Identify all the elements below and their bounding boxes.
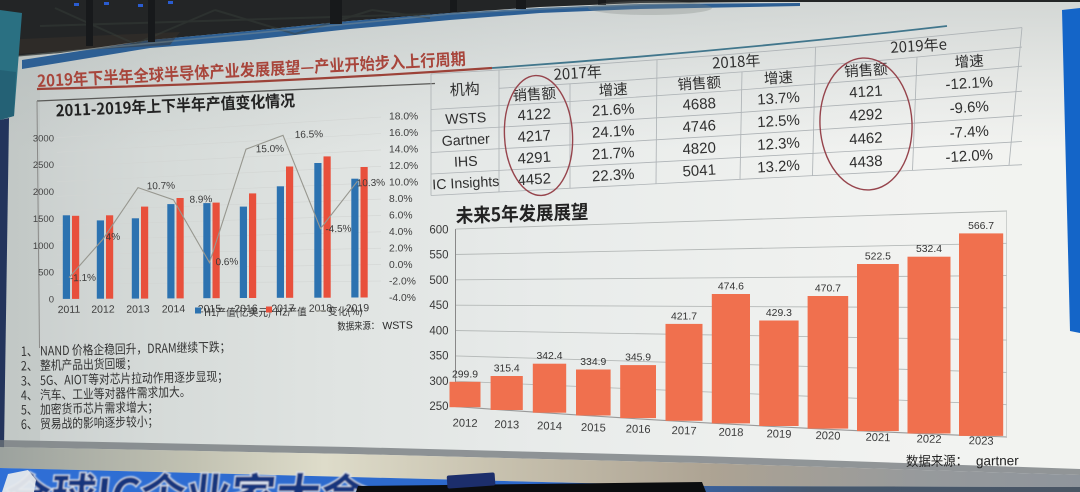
svg-text:WSTS: WSTS — [445, 110, 487, 128]
svg-text:4292: 4292 — [849, 106, 883, 125]
svg-text:2018: 2018 — [718, 427, 743, 440]
svg-text:-2.0%: -2.0% — [389, 277, 416, 288]
svg-text:2023: 2023 — [969, 435, 994, 448]
svg-text:gartner: gartner — [976, 453, 1019, 468]
svg-text:470.7: 470.7 — [815, 284, 841, 295]
svg-text:8.0%: 8.0% — [389, 194, 412, 205]
svg-text:6.0%: 6.0% — [389, 211, 412, 222]
svg-text:-7.4%: -7.4% — [949, 123, 989, 142]
svg-text:22.3%: 22.3% — [591, 166, 635, 186]
svg-text:450: 450 — [429, 300, 448, 312]
svg-text:2019: 2019 — [346, 302, 370, 314]
svg-text:4746: 4746 — [682, 117, 716, 136]
svg-text:4121: 4121 — [849, 83, 883, 102]
svg-text:2013: 2013 — [494, 419, 519, 432]
svg-text:21.7%: 21.7% — [591, 144, 635, 164]
svg-text:-12.0%: -12.0% — [945, 146, 993, 166]
svg-text:IHS: IHS — [454, 154, 478, 171]
svg-text:18.0%: 18.0% — [389, 112, 418, 123]
svg-text:429.3: 429.3 — [766, 308, 792, 319]
svg-text:474.6: 474.6 — [718, 282, 744, 293]
svg-text:12.5%: 12.5% — [757, 112, 801, 132]
svg-text:13.2%: 13.2% — [757, 157, 801, 177]
svg-text:24.1%: 24.1% — [591, 122, 635, 142]
svg-text:2011: 2011 — [58, 304, 81, 316]
svg-text:4462: 4462 — [849, 129, 883, 148]
svg-text:2014: 2014 — [537, 420, 562, 433]
svg-text:16.5%: 16.5% — [295, 129, 324, 141]
svg-text:532.4: 532.4 — [916, 244, 942, 255]
svg-text:-4.5%: -4.5% — [325, 224, 352, 236]
svg-text:-1.1%: -1.1% — [70, 273, 97, 285]
svg-text:16.0%: 16.0% — [389, 128, 418, 139]
svg-text:4452: 4452 — [517, 170, 551, 189]
svg-text:2500: 2500 — [33, 160, 54, 171]
svg-text:334.9: 334.9 — [580, 357, 606, 368]
svg-text:-9.6%: -9.6% — [949, 98, 989, 117]
svg-text:500: 500 — [38, 268, 54, 279]
svg-text:14.0%: 14.0% — [389, 145, 418, 156]
svg-text:2000: 2000 — [33, 187, 54, 198]
svg-text:4217: 4217 — [517, 127, 551, 146]
svg-text:4.0%: 4.0% — [389, 227, 412, 238]
svg-text:13.7%: 13.7% — [757, 89, 801, 109]
svg-text:2013: 2013 — [126, 303, 150, 315]
svg-text:4820: 4820 — [682, 139, 716, 158]
svg-text:2015: 2015 — [581, 422, 606, 435]
svg-text:WSTS: WSTS — [382, 319, 413, 332]
svg-text:550: 550 — [429, 250, 448, 262]
svg-text:15.0%: 15.0% — [256, 144, 285, 156]
svg-text:2.0%: 2.0% — [389, 244, 412, 255]
svg-text:4291: 4291 — [517, 149, 551, 168]
svg-text:0.6%: 0.6% — [215, 257, 238, 269]
svg-text:0.0%: 0.0% — [389, 260, 412, 271]
svg-text:500: 500 — [429, 275, 448, 287]
svg-text:2021: 2021 — [865, 432, 890, 445]
svg-text:2019: 2019 — [766, 428, 791, 441]
svg-text:299.9: 299.9 — [452, 369, 478, 380]
svg-text:566.7: 566.7 — [968, 221, 994, 232]
svg-text:2017: 2017 — [671, 425, 696, 438]
svg-text:2014: 2014 — [162, 303, 186, 315]
svg-text:400: 400 — [429, 325, 448, 337]
svg-text:2012: 2012 — [452, 417, 477, 430]
svg-text:345.9: 345.9 — [625, 353, 651, 364]
svg-text:421.7: 421.7 — [671, 311, 697, 322]
svg-text:-4.0%: -4.0% — [389, 293, 416, 304]
svg-text:350: 350 — [429, 351, 448, 363]
svg-text:342.4: 342.4 — [536, 351, 562, 362]
svg-text:-12.1%: -12.1% — [945, 74, 993, 94]
svg-text:2020: 2020 — [815, 430, 840, 443]
svg-text:21.6%: 21.6% — [591, 100, 635, 120]
svg-text:2018: 2018 — [309, 302, 333, 314]
svg-text:300: 300 — [429, 376, 448, 388]
svg-text:1500: 1500 — [33, 214, 54, 225]
svg-text:IC Insights: IC Insights — [432, 174, 500, 193]
svg-text:Gartner: Gartner — [441, 131, 490, 150]
svg-text:4438: 4438 — [849, 153, 883, 172]
svg-text:315.4: 315.4 — [494, 364, 520, 375]
svg-text:2012: 2012 — [91, 303, 115, 315]
svg-text:1000: 1000 — [33, 241, 54, 252]
svg-text:12.3%: 12.3% — [757, 134, 801, 154]
svg-text:250: 250 — [429, 401, 448, 413]
svg-text:10.3%: 10.3% — [357, 178, 386, 190]
svg-text:10.7%: 10.7% — [147, 181, 176, 193]
svg-text:0: 0 — [49, 295, 54, 306]
svg-text:8.9%: 8.9% — [189, 194, 212, 206]
svg-text:4%: 4% — [106, 232, 121, 243]
svg-text:5041: 5041 — [682, 162, 716, 181]
svg-text:4122: 4122 — [517, 106, 551, 125]
svg-text:12.0%: 12.0% — [389, 161, 418, 172]
svg-text:3000: 3000 — [33, 133, 54, 144]
svg-text:10.0%: 10.0% — [389, 178, 418, 189]
svg-text:4688: 4688 — [682, 95, 716, 114]
svg-text:522.5: 522.5 — [865, 252, 891, 263]
svg-text:2022: 2022 — [916, 433, 941, 446]
svg-text:2016: 2016 — [626, 423, 651, 436]
svg-text:600: 600 — [429, 224, 448, 236]
